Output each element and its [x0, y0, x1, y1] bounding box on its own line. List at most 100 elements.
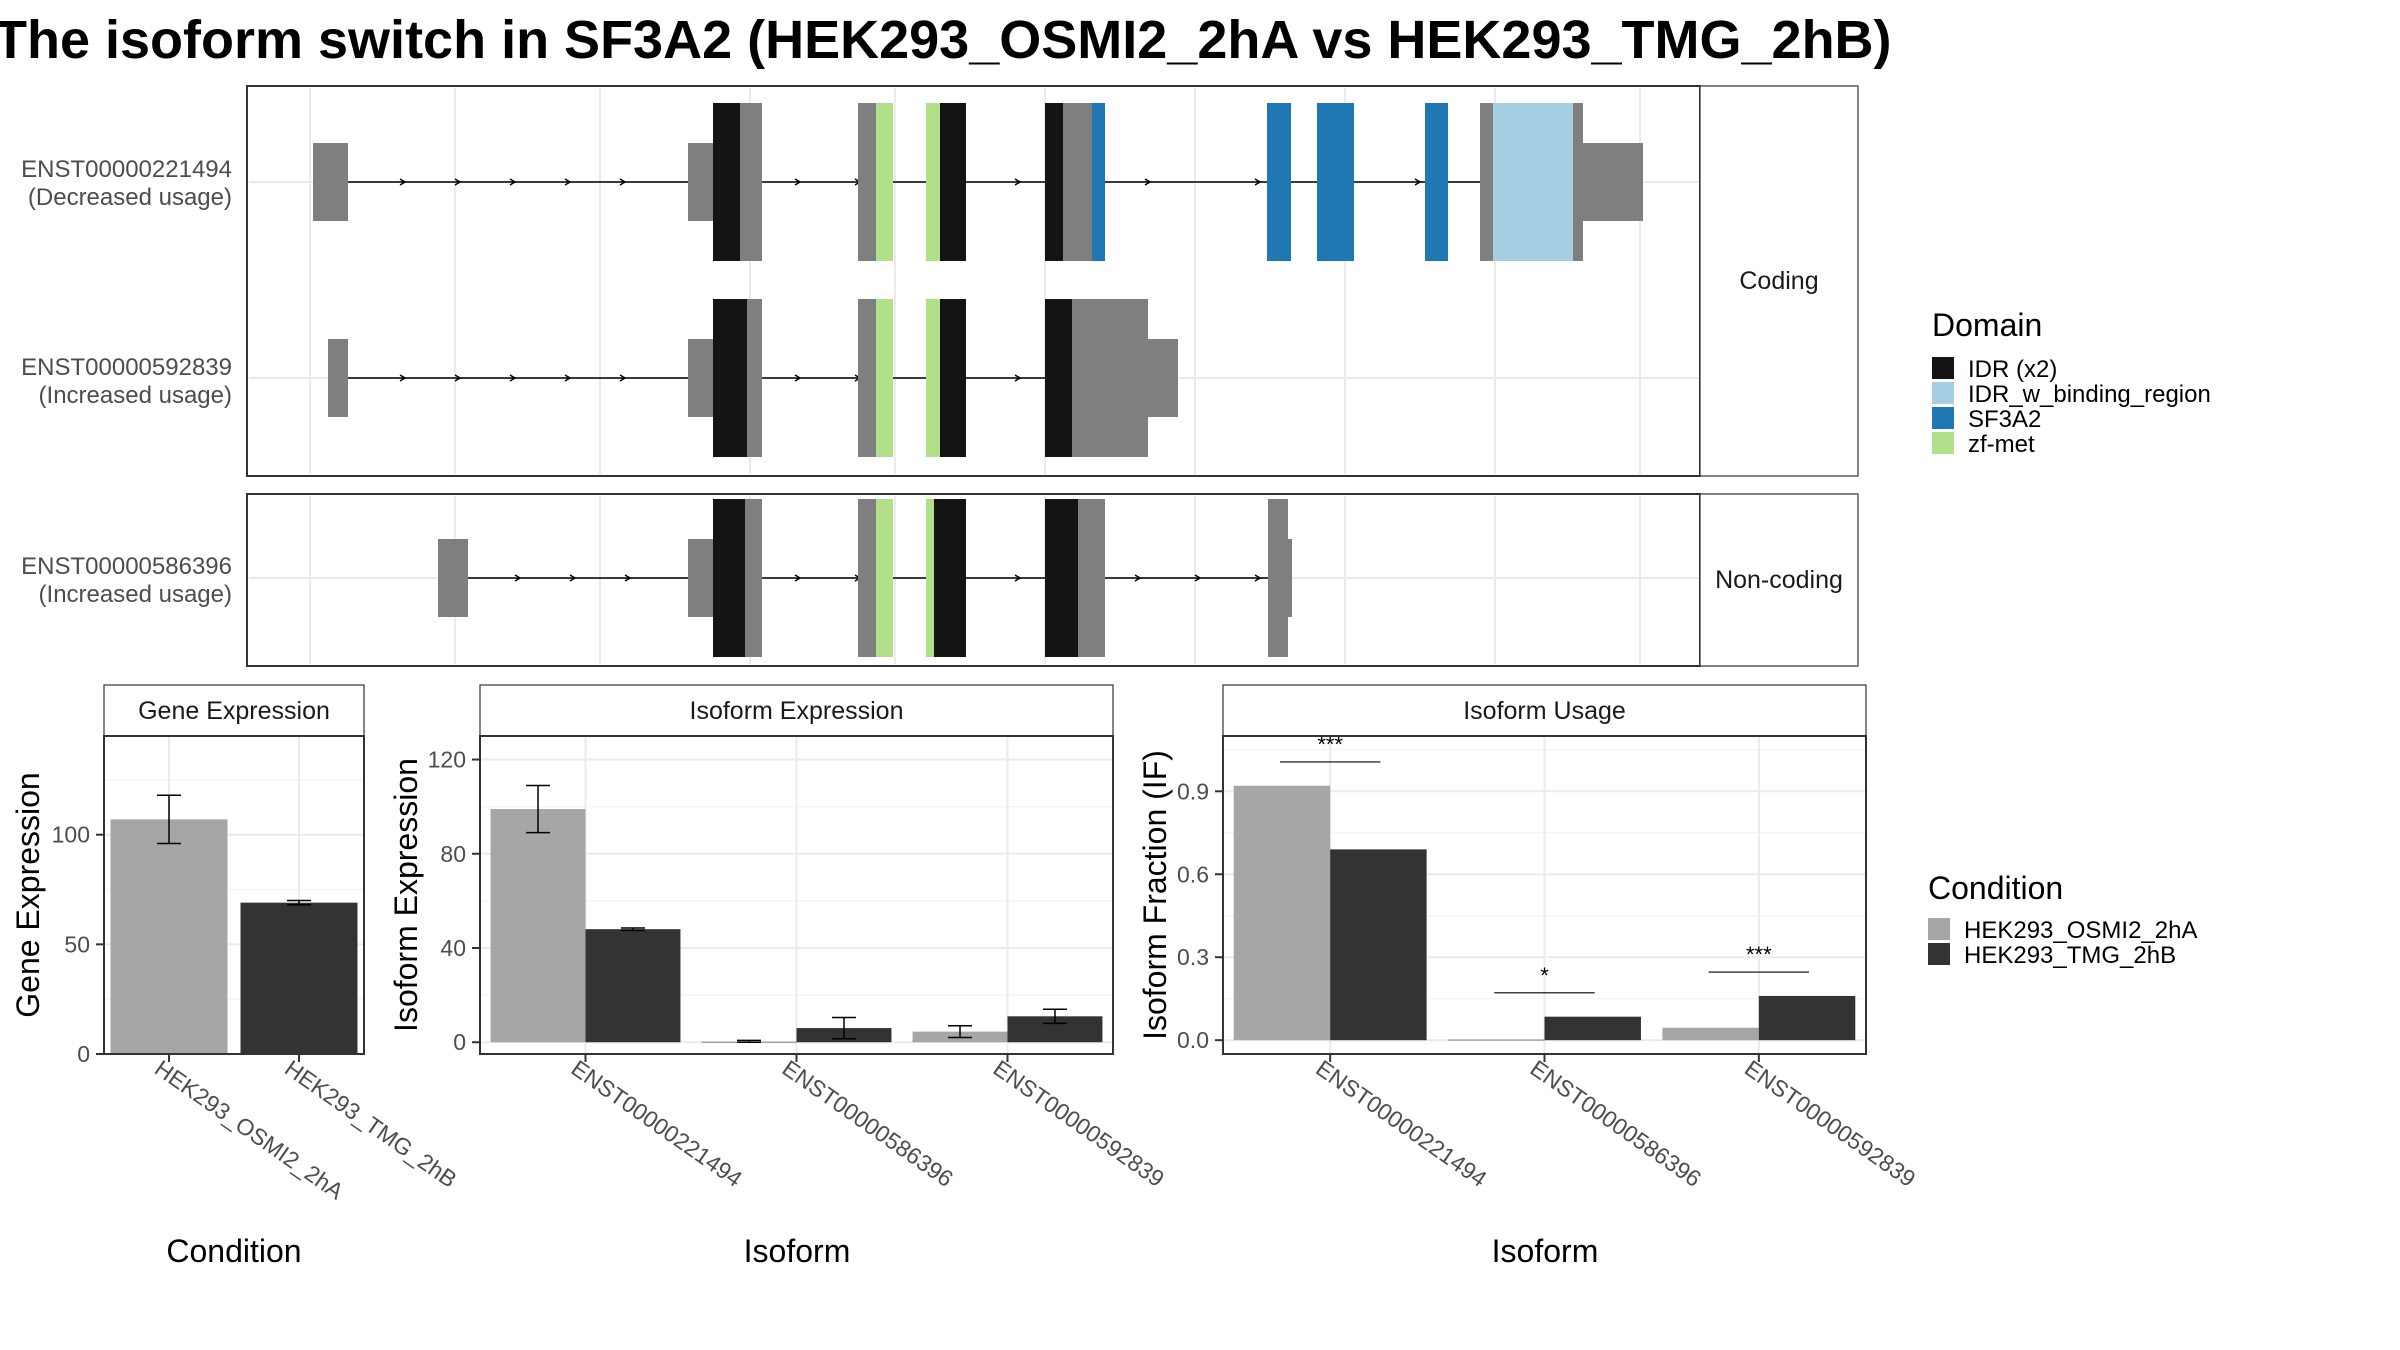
domain-legend-title: Domain [1932, 307, 2042, 343]
intron-arrow [509, 178, 517, 186]
bar [240, 902, 358, 1054]
intron-arrow [1014, 574, 1022, 582]
y-tick-label: 80 [440, 841, 466, 867]
y-tick-label: 100 [52, 822, 90, 848]
chart-strip-label: Isoform Usage [1463, 697, 1626, 725]
bar [1662, 1027, 1759, 1041]
intron-arrow [1134, 574, 1142, 582]
exon-block [1063, 103, 1092, 261]
y-axis-title: Isoform Expression [388, 758, 424, 1032]
figure-title: The isoform switch in SF3A2 (HEK293_OSMI… [0, 10, 1892, 70]
intron-arrow [1014, 178, 1022, 186]
exon-block [438, 539, 468, 617]
domain-block [940, 103, 966, 261]
exon-block [1148, 339, 1178, 417]
domain-block [1267, 103, 1291, 261]
exon-block [858, 499, 876, 657]
y-tick-label: 0.0 [1177, 1027, 1209, 1053]
legend-key-cond1 [1928, 918, 1950, 940]
domain-block [1092, 103, 1105, 261]
exon-block [688, 339, 713, 417]
y-tick-label: 0.9 [1177, 778, 1209, 804]
legend-label-zfmet: zf-met [1968, 431, 2035, 458]
intron-arrow [399, 178, 407, 186]
chart-strip [1222, 684, 1867, 737]
x-axis-title: Isoform [1492, 1233, 1599, 1269]
domain-legend: Domain IDR (x2) IDR_w_binding_region SF3… [1932, 307, 2211, 458]
intron-arrow [1014, 374, 1022, 382]
exon-block [747, 299, 762, 457]
bar [110, 819, 228, 1054]
y-tick-label: 0 [77, 1041, 90, 1067]
bar [490, 809, 586, 1043]
legend-label-sf3a2: SF3A2 [1968, 406, 2041, 433]
legend-key-idr-binding [1932, 382, 1954, 404]
coding-strip [1699, 85, 1859, 477]
noncoding-strip [1699, 493, 1859, 667]
intron-arrow [1254, 178, 1262, 186]
isoform-usage-1: (Decreased usage) [28, 184, 232, 211]
intron-arrow [619, 374, 627, 382]
domain-block [876, 499, 893, 657]
domain-block [1045, 499, 1078, 657]
exon-block [688, 539, 713, 617]
intron-arrow [564, 374, 572, 382]
domain-block [876, 103, 893, 261]
bar [1330, 849, 1427, 1041]
legend-key-zfmet [1932, 432, 1954, 454]
x-axis-title: Isoform [744, 1233, 851, 1269]
domain-block [1493, 103, 1573, 261]
intron-arrow [1194, 574, 1202, 582]
chart-strip [103, 684, 365, 737]
legend-key-sf3a2 [1932, 407, 1954, 429]
domain-block [926, 299, 940, 457]
bar [1448, 1039, 1545, 1041]
exon-block [1573, 103, 1583, 261]
isoform-label-2: ENST00000592839 [21, 354, 232, 381]
significance-label: *** [1746, 942, 1772, 967]
structure-plot: Coding Non-coding ENST00000221494 (Decre… [21, 85, 1859, 667]
condition-legend: Condition HEK293_OSMI2_2hA HEK293_TMG_2h… [1928, 870, 2197, 969]
legend-label-cond1: HEK293_OSMI2_2hA [1964, 917, 2197, 944]
x-tick-label: ENST00000221494 [1311, 1055, 1492, 1192]
chart-2: Isoform Expression 0 40 80 120 ENST0000022149… [388, 684, 1169, 1269]
intron-arrow [1144, 178, 1152, 186]
y-tick-label: 120 [428, 747, 466, 773]
exon-block [858, 299, 876, 457]
intron-arrow [454, 374, 462, 382]
bar [1233, 785, 1331, 1041]
noncoding-strip-label: Non-coding [1715, 566, 1843, 594]
y-tick-label: 0.3 [1177, 944, 1209, 970]
domain-block [926, 499, 934, 657]
y-tick-label: 40 [440, 935, 466, 961]
y-tick-label: 50 [64, 931, 90, 957]
intron-arrow [514, 574, 522, 582]
legend-label-cond2: HEK293_TMG_2hB [1964, 942, 2176, 969]
domain-block [713, 299, 747, 457]
x-tick-label: ENST00000221494 [567, 1055, 748, 1192]
exon-block [1268, 499, 1288, 657]
isoform-usage-2: (Increased usage) [39, 382, 232, 409]
legend-label-idr-binding: IDR_w_binding_region [1968, 381, 2211, 408]
domain-block [934, 499, 966, 657]
intron-arrow [624, 574, 632, 582]
intron-arrow [794, 574, 802, 582]
intron-arrow [794, 178, 802, 186]
chart-strip-label: Isoform Expression [690, 697, 904, 725]
domain-block [1425, 103, 1448, 261]
significance-label: * [1540, 963, 1549, 988]
exon-block [328, 339, 348, 417]
condition-legend-title: Condition [1928, 870, 2063, 906]
domain-block [713, 103, 740, 261]
x-tick-label: ENST00000592839 [989, 1055, 1169, 1192]
intron-arrow [1414, 178, 1422, 186]
isoform-label-1: ENST00000221494 [21, 156, 232, 183]
intron-arrow [619, 178, 627, 186]
isoform-label-3: ENST00000586396 [21, 553, 232, 580]
domain-block [940, 299, 966, 457]
isoform-usage-3: (Increased usage) [39, 581, 232, 608]
domain-block [1045, 299, 1072, 457]
legend-label-idr: IDR (x2) [1968, 356, 2057, 383]
exon-block [1072, 299, 1148, 457]
